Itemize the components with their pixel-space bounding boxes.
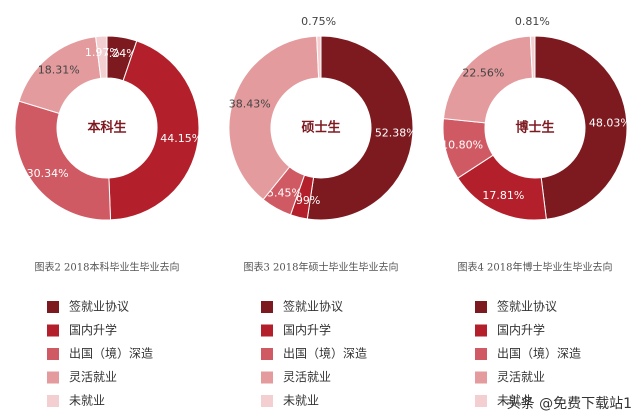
legend-label: 灵活就业 (69, 370, 117, 384)
donut-slice (306, 35, 414, 221)
legend-label: 出国（境）深造 (283, 346, 367, 361)
legend-label: 灵活就业 (283, 370, 331, 384)
legend-swatch (47, 301, 59, 313)
caption: 图表3 2018年硕士毕业生毕业去向 (244, 261, 399, 274)
value-label: 52.38% (375, 127, 417, 140)
value-label: 1.97% (85, 46, 120, 59)
value-label: 38.43% (229, 98, 271, 111)
legend-swatch (47, 395, 59, 407)
donut-slice (316, 35, 322, 79)
legend-label: 未就业 (69, 394, 105, 408)
legend-swatch (475, 301, 487, 313)
legend-swatch (475, 395, 487, 407)
donut-slice (534, 35, 628, 220)
value-label: 10.80% (441, 139, 483, 152)
donut-slice (529, 35, 536, 79)
donut-slice (95, 35, 108, 79)
center-label: 硕士生 (301, 120, 340, 136)
legend-label: 签就业协议 (69, 299, 129, 314)
value-label: 5.24% (102, 47, 137, 60)
value-label: 44.15% (160, 132, 202, 145)
value-label: 17.81% (482, 189, 524, 202)
legend-swatch (261, 348, 273, 360)
legend-label: 灵活就业 (497, 370, 545, 384)
legend-label: 未就业 (283, 394, 319, 408)
value-label: 48.03% (589, 116, 631, 129)
value-label: 0.81% (515, 15, 550, 28)
legend-swatch (475, 348, 487, 360)
legend-label: 国内升学 (497, 322, 545, 337)
donut-slice (14, 100, 112, 221)
legend-label: 国内升学 (69, 322, 117, 337)
legend-swatch (261, 301, 273, 313)
legend-label: 签就业协议 (497, 299, 557, 314)
caption: 图表4 2018年博士毕业生毕业去向 (458, 261, 613, 274)
legend-swatch (261, 371, 273, 384)
value-label: 30.34% (27, 167, 69, 180)
watermark: 头条 @免费下载站1 (507, 395, 632, 412)
legend-swatch (261, 395, 273, 407)
center-label: 博士生 (515, 120, 554, 136)
value-label: 5.45% (267, 187, 302, 200)
center-label: 本科生 (87, 120, 126, 136)
caption: 图表2 2018本科毕业生毕业去向 (35, 261, 180, 274)
legend-swatch (47, 348, 59, 360)
legend-swatch (47, 371, 59, 384)
legend-swatch (47, 324, 59, 337)
legend-label: 签就业协议 (283, 299, 343, 314)
value-label: 0.75% (301, 15, 336, 28)
legend-swatch (261, 324, 273, 337)
legend-swatch (475, 324, 487, 337)
legend-label: 出国（境）深造 (69, 346, 153, 361)
donut-slice (228, 35, 320, 201)
donut-slice (108, 40, 200, 221)
legend-label: 未就业 (497, 394, 533, 408)
legend-label: 国内升学 (283, 322, 331, 337)
legend-label: 出国（境）深造 (497, 346, 581, 361)
value-label: 18.31% (38, 64, 80, 77)
legend-swatch (475, 371, 487, 384)
value-label: 22.56% (462, 67, 504, 80)
